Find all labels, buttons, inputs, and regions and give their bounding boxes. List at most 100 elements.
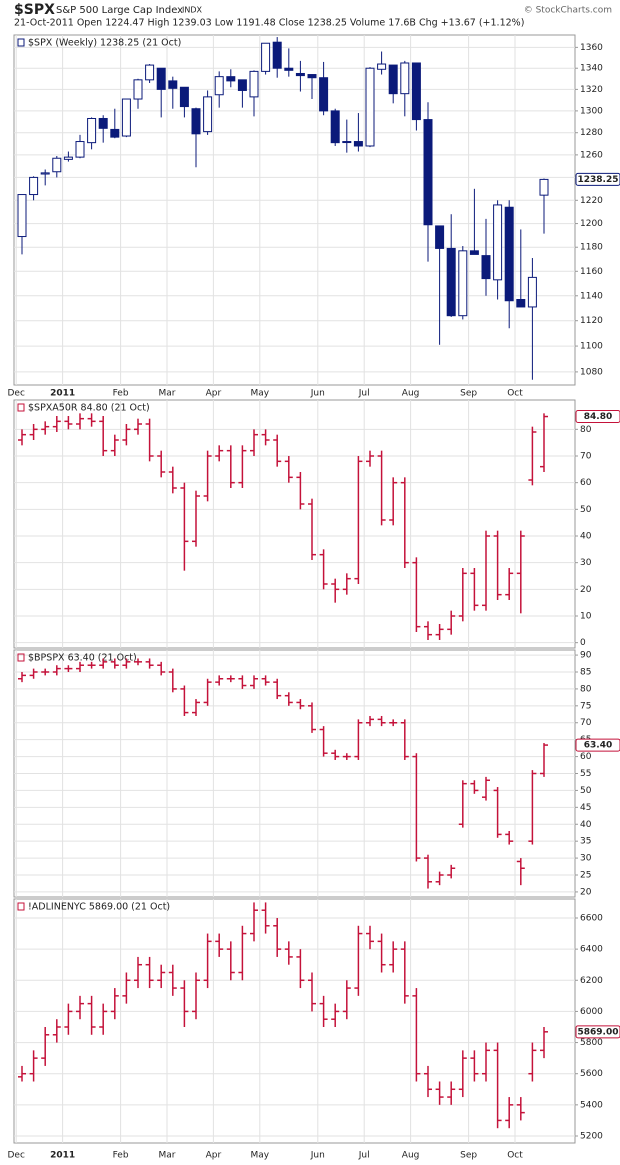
y-tick-label: 10 — [580, 612, 592, 622]
candle-body — [423, 119, 433, 226]
last-value-label: 5869.00 — [578, 1027, 619, 1037]
panel-frame — [13, 898, 576, 1144]
x-tick-label: Dec — [7, 1151, 24, 1161]
candle-body — [377, 63, 387, 70]
y-tick-label: 1360 — [580, 43, 603, 53]
y-tick-label: 6000 — [580, 1007, 603, 1017]
candle-body — [249, 70, 259, 98]
candle-body — [168, 80, 178, 89]
y-tick-label: 6400 — [580, 945, 603, 955]
candle-body — [29, 176, 39, 196]
legend-label: !ADLINENYC 5869.00 (21 Oct) — [28, 902, 170, 913]
candle-body — [203, 96, 213, 133]
candle-body — [272, 41, 282, 69]
y-tick-label: 1100 — [580, 342, 603, 352]
y-tick-label: 1280 — [580, 128, 603, 138]
y-tick-label: 1340 — [580, 64, 603, 74]
candle-body — [295, 72, 305, 77]
y-tick-label: 5800 — [580, 1038, 603, 1048]
candle-body — [40, 172, 50, 175]
last-value-box — [575, 1025, 620, 1039]
y-tick-label: 6600 — [580, 913, 603, 923]
candle-body — [504, 206, 514, 302]
x-tick-label: Mar — [159, 1151, 176, 1161]
x-tick-label: 2011 — [50, 389, 75, 399]
last-value-label: 1238.25 — [578, 175, 619, 185]
candle-body — [493, 204, 503, 281]
x-tick-label: Jun — [310, 1151, 325, 1161]
x-tick-label: Aug — [402, 389, 420, 399]
candle-body — [63, 156, 73, 160]
x-tick-label: Mar — [159, 389, 176, 399]
y-tick-label: 6200 — [580, 976, 603, 986]
y-tick-label: 1160 — [580, 267, 603, 277]
x-tick-label: Feb — [113, 1151, 129, 1161]
x-tick-label: Sep — [460, 1151, 477, 1161]
x-tick-label: Oct — [507, 1151, 523, 1161]
candle-body — [458, 250, 468, 317]
y-tick-label: 5600 — [580, 1069, 603, 1079]
x-tick-label: Dec — [7, 389, 24, 399]
candle-body — [469, 250, 479, 255]
chart-title: $SPX — [14, 2, 55, 18]
candle-body — [307, 74, 317, 79]
candle-body — [342, 141, 352, 144]
candle-body — [145, 64, 155, 81]
y-tick-label: 1120 — [580, 316, 603, 326]
candle-body — [411, 62, 421, 121]
y-tick-label: 85 — [580, 667, 591, 677]
y-tick-label: 40 — [580, 820, 592, 830]
candle-body — [179, 86, 189, 108]
y-tick-label: 1320 — [580, 85, 603, 95]
x-tick-label: Oct — [507, 389, 523, 399]
x-tick-label: Feb — [113, 389, 129, 399]
y-tick-label: 30 — [580, 558, 592, 568]
candle-body — [237, 79, 247, 91]
candle-body — [400, 62, 410, 95]
candle-body — [481, 255, 491, 280]
y-tick-label: 1260 — [580, 150, 603, 160]
x-tick-label: Jul — [358, 1151, 370, 1161]
x-tick-label: Jul — [358, 389, 370, 399]
x-tick-label: Aug — [402, 1151, 420, 1161]
candle-body — [353, 141, 363, 147]
y-tick-label: 40 — [580, 532, 592, 542]
y-tick-label: 60 — [580, 478, 592, 488]
candle-body — [527, 276, 537, 308]
candle-body — [156, 67, 166, 90]
y-tick-label: 50 — [580, 505, 592, 515]
y-tick-label: 70 — [580, 718, 592, 728]
candle-body — [516, 298, 526, 308]
candle-body — [261, 42, 271, 72]
y-tick-label: 1140 — [580, 291, 603, 301]
candle-body — [191, 108, 201, 135]
y-tick-label: 60 — [580, 752, 592, 762]
candle-body — [133, 79, 143, 100]
legend-label: $BPSPX 63.40 (21 Oct) — [28, 653, 137, 664]
candle-body — [539, 178, 549, 196]
legend-icon — [17, 38, 25, 47]
legend-icon — [17, 902, 25, 911]
x-tick-label: Jun — [310, 389, 325, 399]
candle-body — [284, 67, 294, 71]
candle-body — [446, 247, 456, 317]
candle-body — [319, 77, 329, 112]
panel-frame — [13, 399, 576, 649]
candle-body — [75, 141, 85, 158]
last-value-box — [575, 172, 620, 186]
y-tick-label: 75 — [580, 701, 591, 711]
candle-body — [214, 76, 224, 96]
legend-label: $SPX (Weekly) 1238.25 (21 Oct) — [28, 38, 181, 49]
candle-body — [388, 64, 398, 95]
y-tick-label: 45 — [580, 803, 591, 813]
panel-frame — [13, 34, 576, 386]
legend-label: $SPXA50R 84.80 (21 Oct) — [28, 403, 150, 414]
y-tick-label: 20 — [580, 585, 592, 595]
last-value-label: 63.40 — [584, 741, 612, 751]
y-tick-label: 35 — [580, 837, 591, 847]
exchange: INDX — [182, 6, 203, 15]
y-tick-label: 80 — [580, 425, 592, 435]
source: © StockCharts.com — [524, 6, 612, 16]
chart-subtitle: S&P 500 Large Cap Index — [56, 5, 183, 16]
candle-body — [330, 110, 340, 144]
